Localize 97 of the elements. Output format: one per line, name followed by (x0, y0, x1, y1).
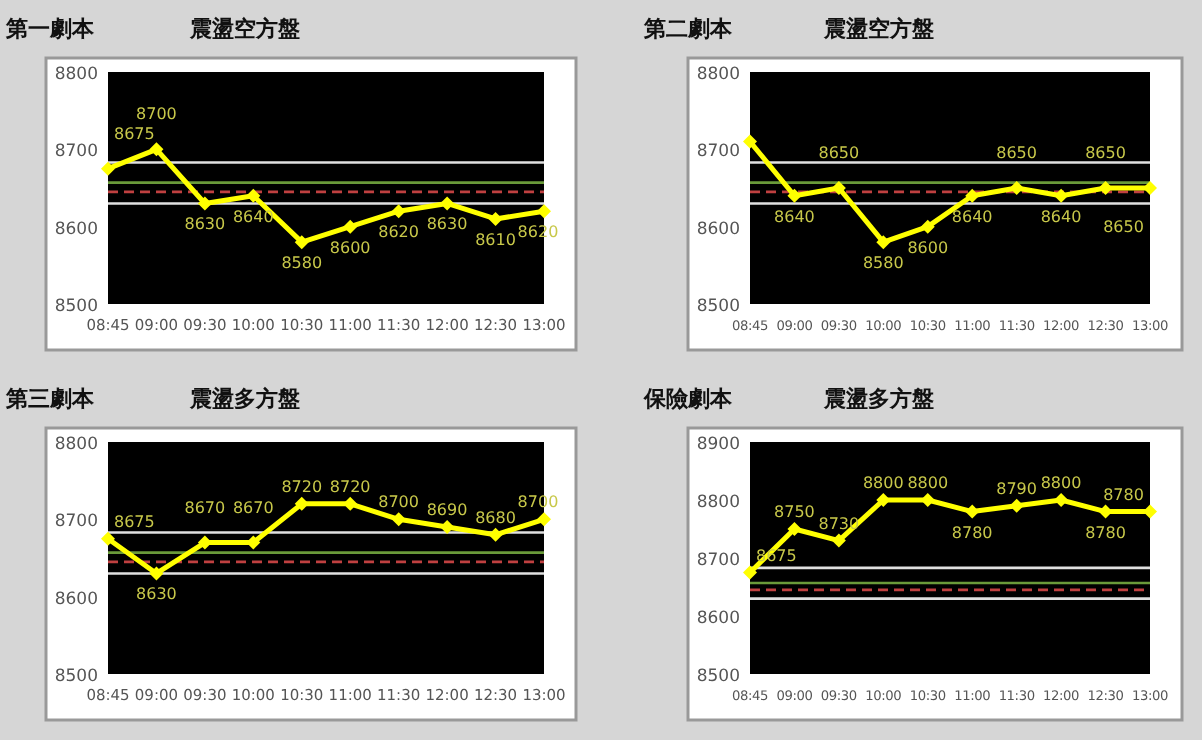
data-label: 8630 (184, 215, 226, 234)
point (391, 512, 406, 527)
point (537, 204, 551, 219)
data-label: 8690 (426, 501, 468, 520)
point (743, 565, 757, 580)
point (294, 496, 309, 511)
data-label: 8600 (329, 238, 371, 257)
y-tick-label: 8800 (696, 493, 740, 513)
chart-subtitle: 震盪多方盤 (188, 386, 300, 412)
chart-subtitle: 震盪空方盤 (822, 16, 934, 42)
point (787, 522, 802, 536)
data-label: 8800 (862, 474, 904, 492)
chart-title: 第二劇本 (642, 16, 734, 42)
y-tick-label: 8600 (54, 589, 98, 610)
y-tick-label: 8700 (54, 512, 98, 533)
data-label: 8675 (114, 512, 155, 531)
y-tick-label: 8700 (696, 142, 740, 163)
y-tick-label: 8500 (54, 667, 98, 687)
point (965, 188, 980, 203)
point (149, 142, 164, 157)
point (488, 211, 503, 226)
data-label: 8700 (136, 105, 177, 124)
data-label: 8580 (862, 254, 904, 273)
data-label: 8800 (1040, 474, 1082, 492)
point (787, 188, 802, 203)
data-label: 8670 (232, 498, 274, 517)
data-label: 8640 (232, 207, 274, 226)
point (440, 196, 455, 211)
point (876, 235, 891, 250)
data-label: 8720 (329, 477, 371, 496)
data-label: 8640 (951, 207, 993, 226)
y-tick-label: 8800 (696, 65, 740, 85)
point (1009, 498, 1024, 513)
data-label: 8750 (774, 503, 815, 521)
point (537, 512, 551, 527)
point (197, 535, 212, 550)
data-label: 8650 (1103, 218, 1144, 236)
point (1009, 181, 1024, 195)
data-label: 8720 (281, 477, 323, 496)
point (831, 533, 846, 548)
point (876, 493, 891, 507)
point (197, 196, 212, 211)
y-tick-label: 8800 (54, 65, 98, 85)
data-label: 8780 (1103, 485, 1144, 504)
chart-subtitle: 震盪多方盤 (822, 386, 934, 412)
y-tick-label: 8500 (696, 297, 740, 317)
data-label: 8600 (907, 238, 949, 257)
data-label: 8580 (281, 254, 323, 273)
point (1143, 181, 1157, 195)
data-label: 8620 (378, 223, 419, 242)
y-tick-label: 8600 (696, 609, 740, 629)
chart-title: 第三劇本 (4, 386, 96, 412)
point (101, 161, 115, 176)
y-tick-label: 8600 (696, 219, 740, 240)
point (1143, 504, 1157, 519)
data-label: 8670 (184, 498, 226, 517)
point (743, 134, 757, 149)
y-tick-label: 8900 (696, 435, 740, 455)
point (965, 504, 980, 519)
data-label: 8675 (114, 124, 155, 143)
y-tick-label: 8500 (54, 297, 98, 317)
data-label: 8630 (136, 585, 177, 604)
data-label: 8800 (907, 474, 949, 492)
point (488, 527, 503, 542)
point (101, 531, 115, 546)
chart-subtitle: 震盪空方盤 (188, 16, 300, 42)
data-label: 8700 (378, 493, 419, 512)
data-label: 8640 (774, 207, 815, 226)
data-label: 8680 (475, 508, 516, 527)
y-tick-label: 8600 (54, 219, 98, 240)
y-tick-label: 8800 (54, 435, 98, 455)
point (343, 496, 358, 511)
point (1098, 181, 1113, 195)
y-tick-label: 8700 (54, 142, 98, 163)
point (831, 181, 846, 195)
data-label: 8630 (426, 215, 468, 234)
point (920, 219, 935, 234)
y-tick-label: 8700 (696, 551, 740, 571)
chart-title: 第一劇本 (4, 16, 96, 42)
point (294, 235, 309, 250)
point (391, 204, 406, 219)
point (440, 520, 455, 535)
data-label: 8650 (818, 144, 860, 162)
data-label: 8640 (1040, 207, 1082, 226)
point (149, 566, 164, 581)
data-label: 8650 (1085, 144, 1126, 162)
y-tick-label: 8500 (696, 667, 740, 687)
chart-title: 保險劇本 (642, 386, 734, 412)
data-label: 8650 (996, 144, 1037, 162)
point (246, 188, 261, 203)
point (343, 219, 358, 234)
data-label: 8610 (475, 230, 516, 249)
data-label: 8790 (996, 479, 1037, 498)
data-label: 8780 (951, 523, 993, 542)
point (1054, 493, 1069, 507)
data-label: 8780 (1085, 523, 1126, 542)
point (1054, 188, 1069, 203)
